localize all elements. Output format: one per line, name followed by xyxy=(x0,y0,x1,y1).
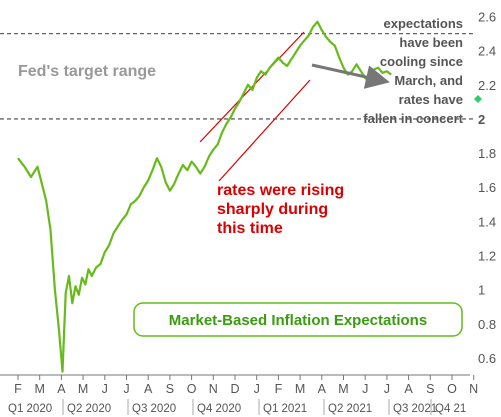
y-tick-label: 0.6 xyxy=(478,351,496,366)
right-note-line: fallen in concert xyxy=(363,111,463,126)
fed-target-range-label: Fed's target range xyxy=(18,63,156,80)
y-tick-label: 1.6 xyxy=(478,180,496,195)
quarter-label: Q2 2020 xyxy=(67,403,111,415)
series-line xyxy=(17,20,392,373)
quarter-label: Q4 2020 xyxy=(197,403,241,415)
x-tick-label: O xyxy=(447,382,457,396)
red-note-line: rates were rising xyxy=(217,182,344,199)
y-axis-ticks: 0.6 0.8 1 1.2 1.4 1.6 1.8 2 2.2 2.4 2.6 xyxy=(478,10,496,366)
x-tick-label: J xyxy=(384,382,390,396)
x-tick-label: M xyxy=(34,382,44,396)
x-tick-label: S xyxy=(166,382,174,396)
quarter-label: Q2 2021 xyxy=(328,403,372,415)
trend-guide-lower xyxy=(218,79,311,182)
x-tick-label: J xyxy=(362,382,368,396)
y-tick-label: 2.4 xyxy=(478,44,496,59)
x-tick-label: M xyxy=(78,382,88,396)
x-tick-label: A xyxy=(57,382,66,396)
x-tick-label: M xyxy=(295,382,305,396)
y-tick-label: 2.2 xyxy=(478,78,496,93)
y-tick-label: 2 xyxy=(478,112,485,127)
red-note-line: this time xyxy=(217,220,283,237)
x-tick-label: A xyxy=(144,382,153,396)
x-tick-label: J xyxy=(254,382,260,396)
x-tick-label: J xyxy=(102,382,108,396)
right-note-line: cooling since xyxy=(380,54,463,69)
x-tick-label: J xyxy=(123,382,129,396)
quarter-label: Q3 2020 xyxy=(132,403,176,415)
current-value-marker xyxy=(474,95,482,103)
y-tick-label: 1 xyxy=(478,283,485,298)
x-axis: F M A M J J A S O N D J F M A M J J A S O NQ1 2020 Q2 2020 Q3 2… xyxy=(0,374,478,415)
x-tick-label: A xyxy=(404,382,413,396)
x-tick-label: F xyxy=(14,382,22,396)
x-tick-label: O xyxy=(187,382,197,396)
quarter-label: Q1 2020 xyxy=(8,403,52,415)
quarter-label: Q3 2021 xyxy=(393,403,437,415)
y-tick-label: 0.8 xyxy=(478,317,496,332)
quarter-label: Q1 2021 xyxy=(263,403,307,415)
cooling-arrow xyxy=(311,63,390,89)
target-range-lines xyxy=(0,32,474,120)
right-note-line: have been xyxy=(399,35,463,50)
y-tick-label: 1.8 xyxy=(478,146,496,161)
x-tick-label: F xyxy=(275,382,283,396)
right-note-line: expectations xyxy=(384,16,463,31)
x-tick-label: A xyxy=(318,382,327,396)
x-tick-label: S xyxy=(426,382,434,396)
y-tick-label: 1.2 xyxy=(478,249,496,264)
x-tick-label: D xyxy=(230,382,239,396)
x-tick-label: N xyxy=(469,382,478,396)
right-note-line: March, and xyxy=(394,73,463,88)
trend-guide-upper xyxy=(199,31,305,143)
right-note: expectations have been cooling since Mar… xyxy=(363,16,463,126)
quarter-label: Q4 21 xyxy=(435,403,466,415)
x-tick-label: N xyxy=(209,382,218,396)
chart-title: Market-Based Inflation Expectations xyxy=(169,312,427,329)
x-tick-label: M xyxy=(338,382,348,396)
right-note-line: rates have xyxy=(399,92,463,107)
y-tick-label: 1.4 xyxy=(478,214,496,229)
red-note: rates were rising sharply during this ti… xyxy=(217,182,344,237)
y-tick-label: 2.6 xyxy=(478,10,496,25)
legend-box xyxy=(133,302,463,337)
red-note-line: sharply during xyxy=(217,201,328,218)
